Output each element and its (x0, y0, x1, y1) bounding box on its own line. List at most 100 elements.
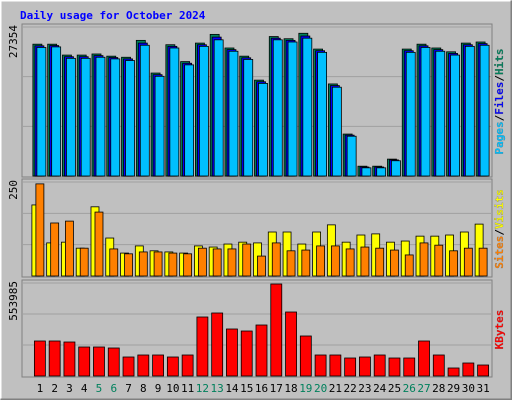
bar (240, 330, 253, 377)
x-tick-label: 13 (211, 382, 224, 395)
x-tick-label: 27 (417, 382, 430, 395)
bar (196, 316, 209, 377)
x-tick-label: 14 (225, 382, 239, 395)
bar (78, 346, 91, 377)
bar (255, 324, 268, 377)
bar (122, 356, 135, 377)
bar (154, 75, 165, 177)
legend-separator: / (493, 75, 506, 82)
bar (360, 246, 370, 277)
legend-entry: KBytes (493, 310, 506, 350)
x-tick-label: 8 (140, 382, 147, 395)
bar (271, 242, 281, 277)
x-tick-label: 7 (125, 382, 132, 395)
bar (405, 51, 416, 177)
bar (272, 39, 283, 177)
bar (285, 311, 297, 377)
legend-separator: / (493, 229, 506, 236)
bar (169, 47, 180, 177)
bar (152, 354, 164, 377)
bar (302, 37, 313, 177)
x-tick-label: 4 (81, 382, 88, 395)
x-tick-label: 5 (96, 382, 103, 395)
bar (346, 135, 357, 177)
x-tick-label: 30 (462, 382, 475, 395)
legend-entry: Pages (493, 121, 506, 154)
bar (345, 248, 355, 277)
bar (184, 64, 195, 177)
bar (107, 347, 120, 377)
bar (183, 253, 193, 277)
bar (316, 245, 325, 277)
legend-entry: Visits (493, 189, 506, 229)
bar (403, 357, 416, 377)
bar (63, 341, 76, 377)
y-tick-label: 27354 (7, 25, 20, 58)
x-tick-label: 15 (240, 382, 253, 395)
bar (110, 58, 121, 177)
legend: KBytes (493, 310, 506, 350)
bar (388, 357, 401, 377)
bar (79, 247, 89, 277)
bar (447, 367, 460, 377)
legend-entry: Sites (493, 236, 506, 269)
x-tick-label: 6 (110, 382, 117, 395)
bar (373, 354, 386, 377)
bar (434, 244, 444, 277)
bar (228, 50, 239, 177)
bar (435, 50, 446, 177)
bar (212, 248, 222, 277)
x-tick-label: 31 (476, 382, 489, 395)
bar (464, 45, 475, 177)
bar (359, 356, 371, 377)
x-tick-label: 25 (388, 382, 401, 395)
bar (226, 328, 238, 377)
bar (243, 59, 254, 177)
bar (181, 354, 194, 377)
bar (93, 346, 105, 377)
bar (51, 46, 62, 177)
legend-entry: Files (493, 82, 506, 115)
x-tick-label: 12 (196, 382, 209, 395)
bar (125, 60, 135, 177)
bar (286, 250, 296, 277)
bar (361, 167, 372, 177)
bar (462, 362, 475, 377)
x-tick-label: 17 (270, 382, 283, 395)
chart-title: Daily usage for October 2024 (20, 9, 206, 22)
bar (242, 243, 252, 277)
bar (479, 44, 490, 177)
bar (375, 247, 385, 277)
bar (419, 242, 429, 277)
bar (109, 248, 119, 277)
bar (139, 44, 150, 177)
x-tick-label: 9 (155, 382, 162, 395)
bar (317, 51, 327, 177)
bar (36, 47, 47, 177)
bar (391, 160, 401, 177)
bar (418, 340, 430, 377)
bar (94, 211, 104, 277)
bar (138, 251, 148, 277)
bar (198, 247, 207, 277)
legend: Sites/Visits (493, 189, 506, 269)
bar (80, 57, 91, 177)
bar (257, 255, 266, 277)
x-tick-label: 23 (358, 382, 371, 395)
bar (331, 86, 342, 177)
bar (404, 254, 414, 277)
bar (449, 250, 458, 277)
bar (258, 82, 268, 177)
bar (66, 57, 76, 177)
bar (153, 251, 163, 277)
bar (330, 245, 340, 277)
x-tick-label: 29 (447, 382, 460, 395)
bar (168, 252, 178, 277)
x-tick-label: 19 (299, 382, 312, 395)
legend-entry: Hits (493, 49, 506, 76)
x-tick-label: 18 (284, 382, 297, 395)
bar (329, 354, 342, 377)
x-tick-label: 10 (166, 382, 179, 395)
bar (227, 248, 237, 277)
